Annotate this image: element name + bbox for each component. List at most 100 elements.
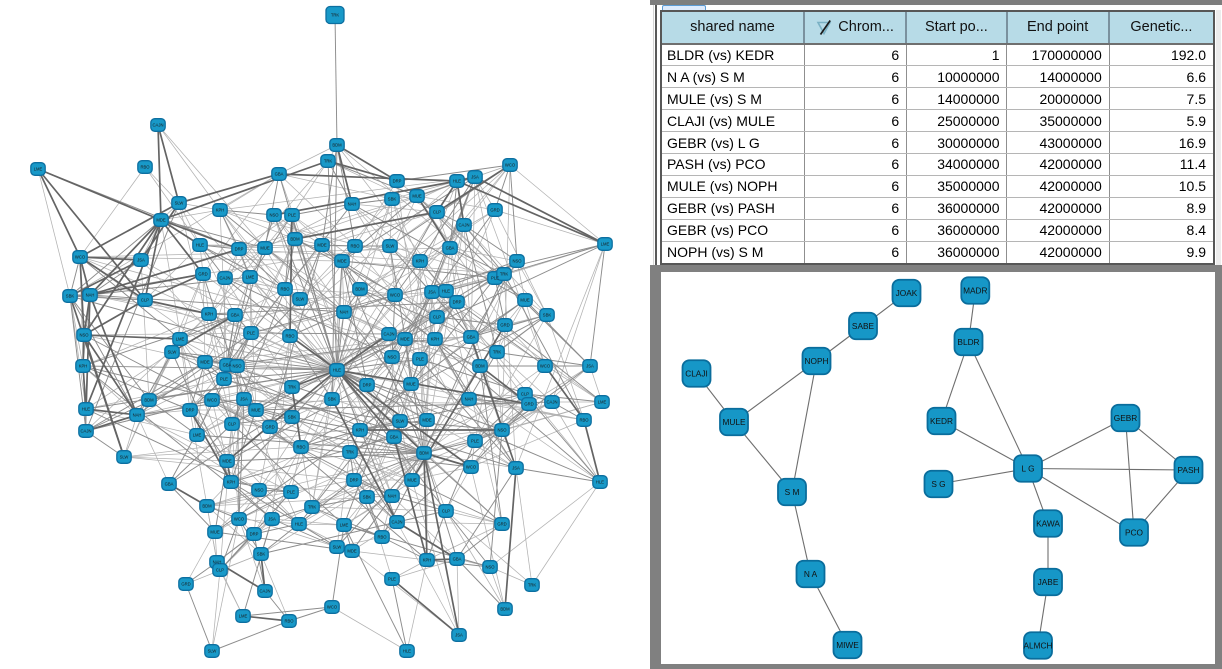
svg-text:JSA: JSA: [240, 397, 248, 402]
svg-text:WCO: WCO: [75, 255, 86, 260]
svg-text:JSA: JSA: [512, 466, 520, 471]
svg-text:RBO: RBO: [140, 165, 150, 170]
svg-text:NAH: NAH: [86, 293, 95, 298]
svg-text:TRK: TRK: [288, 385, 297, 390]
svg-text:PLE: PLE: [288, 213, 296, 218]
svg-text:DRP: DRP: [453, 300, 462, 305]
svg-text:SLW: SLW: [396, 419, 405, 424]
svg-text:WCO: WCO: [207, 398, 218, 403]
svg-text:CAJN: CAJN: [81, 429, 92, 434]
svg-text:LME: LME: [34, 167, 43, 172]
svg-text:RBO: RBO: [280, 287, 290, 292]
svg-text:DRP: DRP: [250, 532, 259, 537]
svg-text:NOPH: NOPH: [805, 356, 829, 366]
svg-text:SBK: SBK: [288, 415, 297, 420]
svg-text:DRP: DRP: [186, 408, 195, 413]
svg-text:CLP: CLP: [521, 392, 529, 397]
svg-text:WCO: WCO: [234, 517, 245, 522]
svg-text:CLP: CLP: [433, 210, 441, 215]
svg-text:TRK: TRK: [528, 583, 537, 588]
svg-text:NAH: NAH: [388, 494, 397, 499]
svg-text:GBA: GBA: [467, 335, 476, 340]
svg-text:CAJN: CAJN: [459, 223, 470, 228]
svg-text:MUE: MUE: [407, 478, 417, 483]
svg-text:KPH: KPH: [356, 428, 365, 433]
svg-text:BDM: BDM: [202, 504, 212, 509]
svg-text:CLAJI: CLAJI: [685, 369, 708, 379]
svg-text:SBK: SBK: [257, 552, 266, 557]
svg-text:MDE: MDE: [422, 418, 432, 423]
svg-text:DRP: DRP: [363, 383, 372, 388]
svg-text:CAJN: CAJN: [392, 520, 403, 525]
svg-text:NSO: NSO: [387, 355, 397, 360]
svg-text:PLE: PLE: [287, 490, 295, 495]
svg-text:MADR: MADR: [963, 286, 987, 296]
svg-text:SBK: SBK: [328, 397, 337, 402]
svg-text:NSO: NSO: [497, 428, 507, 433]
svg-text:LME: LME: [246, 275, 255, 280]
svg-text:BLDR: BLDR: [957, 337, 979, 347]
svg-text:GBA: GBA: [223, 363, 232, 368]
svg-text:L G: L G: [1021, 464, 1034, 474]
svg-text:HLE: HLE: [453, 179, 461, 184]
svg-text:NSO: NSO: [79, 333, 89, 338]
svg-text:BDM: BDM: [419, 451, 429, 456]
svg-text:NAH: NAH: [213, 560, 222, 565]
svg-text:HLE: HLE: [333, 368, 341, 373]
svg-text:CAJN: CAJN: [547, 400, 558, 405]
svg-text:BDM: BDM: [500, 607, 510, 612]
svg-text:KAWA: KAWA: [1036, 519, 1060, 529]
svg-text:MDE: MDE: [317, 243, 327, 248]
svg-text:BDM: BDM: [332, 143, 342, 148]
svg-text:JSA: JSA: [586, 364, 594, 369]
svg-text:TRK: TRK: [331, 13, 340, 18]
svg-text:GBA: GBA: [275, 172, 284, 177]
svg-text:MUE: MUE: [210, 530, 220, 535]
svg-text:MUE: MUE: [412, 194, 422, 199]
svg-text:RBO: RBO: [350, 244, 360, 249]
svg-text:KEDR: KEDR: [930, 416, 953, 426]
svg-text:PLE: PLE: [220, 377, 228, 382]
svg-text:RBO: RBO: [377, 535, 387, 540]
svg-text:HLE: HLE: [442, 289, 450, 294]
svg-text:GRD: GRD: [497, 522, 506, 527]
svg-text:DRP: DRP: [350, 478, 359, 483]
svg-text:MDE: MDE: [200, 360, 210, 365]
svg-text:ALMCH: ALMCH: [1023, 641, 1052, 651]
svg-text:CAJN: CAJN: [220, 276, 231, 281]
svg-text:LME: LME: [340, 523, 349, 528]
svg-text:SLW: SLW: [208, 649, 217, 654]
svg-text:GRD: GRD: [265, 425, 274, 430]
svg-text:DRP: DRP: [235, 247, 244, 252]
svg-text:NSO: NSO: [269, 213, 279, 218]
svg-text:JSA: JSA: [428, 290, 436, 295]
svg-text:MUE: MUE: [251, 408, 261, 413]
svg-text:CAJN: CAJN: [153, 123, 164, 128]
svg-text:CLP: CLP: [216, 568, 224, 573]
svg-text:MIWE: MIWE: [836, 640, 859, 650]
svg-text:S G: S G: [931, 479, 945, 489]
svg-text:GRD: GRD: [500, 323, 509, 328]
svg-text:HLE: HLE: [295, 522, 303, 527]
svg-text:SLW: SLW: [333, 545, 342, 550]
svg-text:BDM: BDM: [355, 287, 365, 292]
svg-text:NSO: NSO: [485, 565, 495, 570]
svg-text:MUE: MUE: [260, 246, 270, 251]
svg-text:MDE: MDE: [222, 459, 232, 464]
svg-text:WCO: WCO: [505, 163, 516, 168]
svg-text:GBA: GBA: [453, 557, 462, 562]
svg-text:RBO: RBO: [285, 334, 295, 339]
svg-text:PLE: PLE: [416, 357, 424, 362]
svg-text:NAH: NAH: [340, 310, 349, 315]
svg-text:KPH: KPH: [423, 558, 432, 563]
svg-text:S M: S M: [785, 487, 800, 497]
svg-text:SLW: SLW: [120, 455, 129, 460]
svg-text:PLE: PLE: [491, 276, 499, 281]
svg-text:KPH: KPH: [79, 364, 88, 369]
svg-text:TRK: TRK: [493, 350, 502, 355]
svg-text:CLP: CLP: [228, 422, 236, 427]
svg-text:TRK: TRK: [308, 505, 317, 510]
svg-text:SLW: SLW: [168, 350, 177, 355]
svg-text:N A: N A: [804, 569, 818, 579]
svg-text:HLE: HLE: [596, 480, 604, 485]
